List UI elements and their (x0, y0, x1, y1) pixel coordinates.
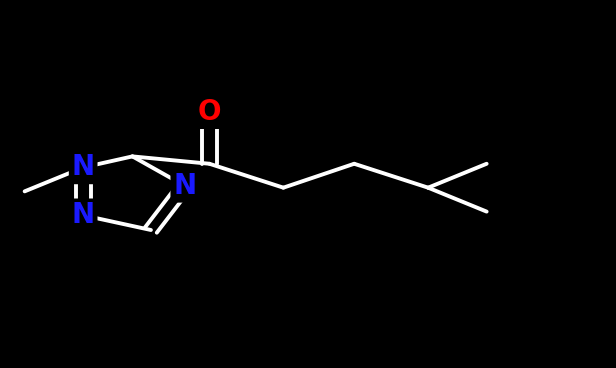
Text: O: O (198, 98, 221, 126)
Text: N: N (71, 201, 95, 229)
Text: N: N (173, 172, 197, 200)
Text: N: N (71, 153, 95, 181)
